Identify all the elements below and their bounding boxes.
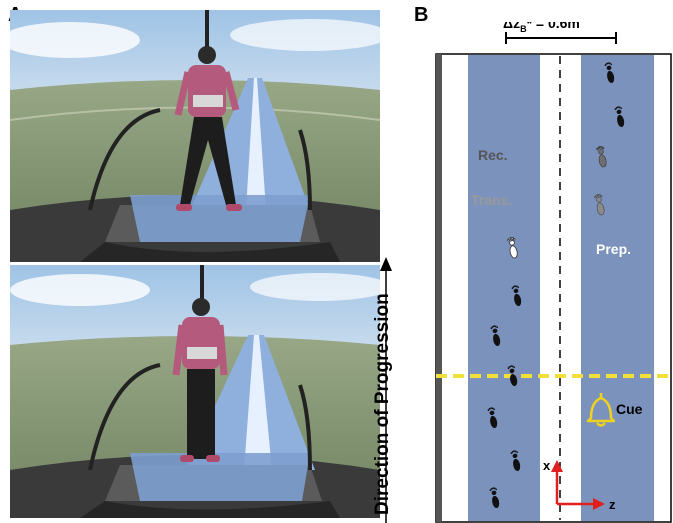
trans-label: Trans. [471, 192, 512, 208]
cue-label: Cue [616, 401, 643, 417]
x-axis-label: x [543, 458, 551, 473]
bell-icon [586, 393, 616, 427]
dz-label: ΔzB* = 0.6m [503, 22, 580, 34]
photo-bottom [10, 265, 380, 518]
lane-left [468, 55, 540, 521]
direction-arrow [380, 257, 392, 523]
prep-label: Prep. [596, 241, 631, 257]
photo-top-scene [10, 10, 380, 262]
z-axis-arrowhead [593, 498, 605, 510]
rec-label: Rec. [478, 147, 508, 163]
z-axis-label: z [609, 497, 616, 512]
panel-b-schematic: ΔzB* = 0.6m Rec. Trans. Prep. Cue x z [435, 22, 672, 523]
direction-label: Direction of Progression [372, 293, 393, 515]
photo-bottom-scene [10, 265, 380, 518]
photo-top [10, 10, 380, 262]
panel-b-label: B [414, 4, 429, 26]
schematic-frame-edge [436, 54, 442, 522]
lane-right [581, 55, 654, 521]
x-axis-arrowhead [551, 460, 563, 472]
arrow-icon [380, 257, 392, 271]
